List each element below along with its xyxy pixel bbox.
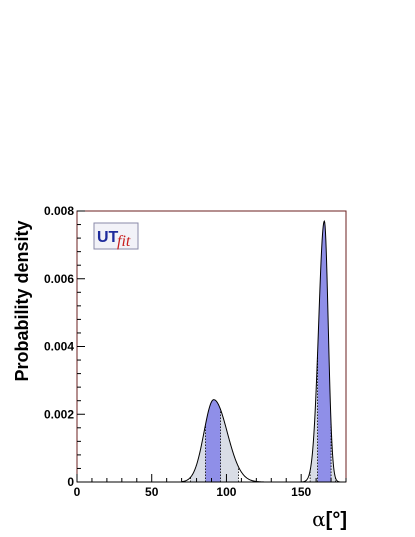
y-tick-label: 0.008 xyxy=(44,204,74,218)
peak-1-band-68 xyxy=(205,399,221,482)
y-tick-label: 0.002 xyxy=(44,407,74,421)
y-tick-label: 0 xyxy=(67,475,74,489)
y-tick-label: 0.006 xyxy=(44,272,74,286)
x-axis-unit: [°] xyxy=(326,509,347,531)
utfit-logo: UT fit xyxy=(93,222,139,250)
y-axis-title: Probability density xyxy=(12,220,32,381)
x-tick-label: 0 xyxy=(74,485,81,499)
logo-fit-text: fit xyxy=(117,233,131,250)
x-axis-symbol: α xyxy=(312,507,326,531)
logo-box xyxy=(93,222,139,250)
logo-ut-text: UT xyxy=(97,229,119,246)
x-tick-label: 100 xyxy=(216,485,236,499)
x-tick-label: 50 xyxy=(145,485,159,499)
x-axis-title: α[°] xyxy=(312,507,347,531)
peak-2-band-68 xyxy=(317,221,332,482)
x-tick-label: 150 xyxy=(291,485,311,499)
peak-1-curve xyxy=(181,399,264,483)
plot-area: 0 50 100 150 0 0.002 0.004 0.006 0.008 xyxy=(44,204,347,499)
y-tick-label: 0.004 xyxy=(44,340,74,354)
